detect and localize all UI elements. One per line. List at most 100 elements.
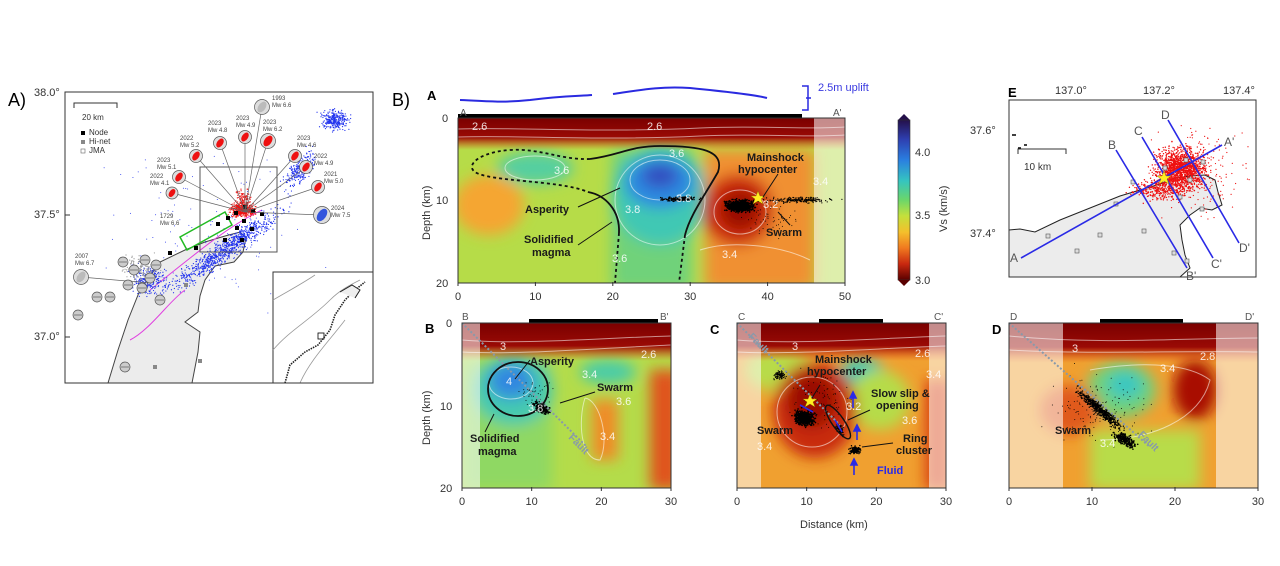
- seismic-event-dot: [230, 244, 233, 246]
- seismic-event-dot: [129, 263, 132, 265]
- seismic-event-dot: [179, 280, 181, 283]
- seismic-event-dot: [1201, 183, 1203, 185]
- seismic-event-dot: [673, 198, 675, 201]
- seismic-event-dot: [174, 225, 176, 227]
- seismic-event-dot: [218, 252, 220, 254]
- seismic-event-dot: [291, 179, 293, 181]
- seismic-event-dot: [140, 275, 142, 277]
- seismic-event-dot: [137, 276, 139, 278]
- seismic-event-dot: [327, 122, 330, 125]
- seismic-event-dot: [791, 199, 793, 201]
- seismic-event-dot: [1192, 165, 1194, 168]
- seismic-event-dot: [137, 292, 139, 295]
- seismic-event-dot: [1151, 164, 1154, 166]
- seismic-event-dot: [250, 232, 252, 234]
- seismic-event-dot: [807, 202, 809, 204]
- seismic-event-dot: [1193, 189, 1196, 192]
- seismic-event-dot: [291, 170, 294, 172]
- event-year: 2023: [263, 120, 277, 126]
- seismic-event-dot: [775, 202, 777, 204]
- seismic-event-dot: [272, 228, 274, 230]
- seismic-event-dot: [766, 213, 768, 215]
- land: [1009, 174, 1223, 277]
- seismic-event-dot: [248, 230, 250, 232]
- seismic-event-dot: [1188, 147, 1190, 150]
- seismic-event-dot: [245, 226, 248, 228]
- seismic-event-dot: [290, 168, 292, 170]
- seismic-event-dot: [198, 270, 200, 272]
- seismic-event-dot: [199, 275, 201, 277]
- seismic-event-dot: [155, 281, 157, 283]
- seismic-event-dot: [227, 246, 229, 248]
- seismic-event-dot: [243, 183, 245, 185]
- seismic-event-dot: [219, 268, 222, 270]
- seismic-event-dot: [826, 201, 828, 203]
- seismic-event-dot: [217, 244, 219, 247]
- seismic-event-dot: [254, 234, 256, 237]
- seismic-event-dot: [235, 239, 237, 241]
- seismic-event-dot: [297, 175, 299, 177]
- seismic-event-dot: [253, 223, 256, 226]
- seismic-event-dot: [754, 206, 757, 209]
- seismic-event-dot: [783, 201, 785, 203]
- seismic-event-dot: [336, 126, 338, 128]
- seismic-event-dot: [158, 281, 160, 284]
- seismic-event-dot: [231, 217, 233, 219]
- seismic-event-dot: [297, 178, 300, 181]
- seismic-event-dot: [767, 216, 769, 218]
- seismic-event-dot: [142, 273, 144, 275]
- seismic-event-dot: [678, 198, 680, 200]
- seismic-event-dot: [812, 201, 814, 203]
- seismic-event-dot: [159, 280, 161, 282]
- seismic-event-dot: [295, 171, 297, 173]
- seismic-event-dot: [301, 157, 303, 159]
- seismic-event-dot: [1185, 183, 1188, 185]
- seismic-event-dot: [220, 257, 222, 259]
- seismic-event-dot: [248, 236, 250, 238]
- seismic-event-dot: [308, 150, 310, 153]
- seismic-event-dot: [243, 235, 245, 237]
- seismic-event-dot: [264, 228, 266, 230]
- seismic-event-dot: [335, 126, 337, 128]
- seismic-event-dot: [1181, 179, 1183, 181]
- seismic-event-dot: [255, 224, 257, 226]
- seismic-event-dot: [773, 220, 775, 222]
- seismic-event-dot: [250, 237, 253, 239]
- seismic-event-dot: [1159, 156, 1161, 159]
- seismic-event-dot: [231, 243, 234, 245]
- seismic-event-dot: [157, 272, 159, 274]
- seismic-event-dot: [264, 217, 266, 219]
- seismic-event-dot: [1168, 159, 1171, 162]
- event-year: 2023: [157, 158, 171, 164]
- seismic-event-dot: [688, 199, 690, 201]
- seismic-event-dot: [251, 232, 254, 234]
- seismic-event-dot: [132, 262, 135, 264]
- seismic-event-dot: [245, 236, 247, 239]
- seismic-event-dot: [167, 210, 169, 212]
- seismic-event-dot: [800, 197, 802, 199]
- seismic-event-dot: [757, 209, 759, 211]
- seismic-event-dot: [730, 204, 733, 206]
- seismic-event-dot: [218, 258, 220, 260]
- seismic-event-dot: [1199, 165, 1201, 168]
- seismic-event-dot: [324, 110, 326, 112]
- seismic-event-dot: [1158, 148, 1160, 151]
- seismic-event-dot: [290, 202, 292, 204]
- seismic-event-dot: [241, 242, 243, 245]
- seismic-event-dot: [300, 179, 302, 181]
- seismic-event-dot: [200, 272, 202, 274]
- seismic-event-dot: [784, 197, 786, 199]
- seismic-event-dot: [171, 280, 173, 282]
- seismic-event-dot: [140, 270, 142, 272]
- seismic-event-dot: [810, 196, 812, 198]
- seismic-event-dot: [755, 223, 757, 225]
- seismic-event-dot: [692, 197, 695, 199]
- seismic-event-dot: [1181, 187, 1184, 189]
- seismic-event-dot: [296, 163, 298, 166]
- seismic-event-dot: [810, 198, 812, 200]
- seismic-event-dot: [126, 266, 128, 268]
- seismic-event-dot: [1153, 179, 1156, 181]
- seismic-event-dot: [228, 243, 230, 245]
- seismic-event-dot: [246, 214, 248, 216]
- event-magnitude: Mw 6.6: [272, 103, 292, 109]
